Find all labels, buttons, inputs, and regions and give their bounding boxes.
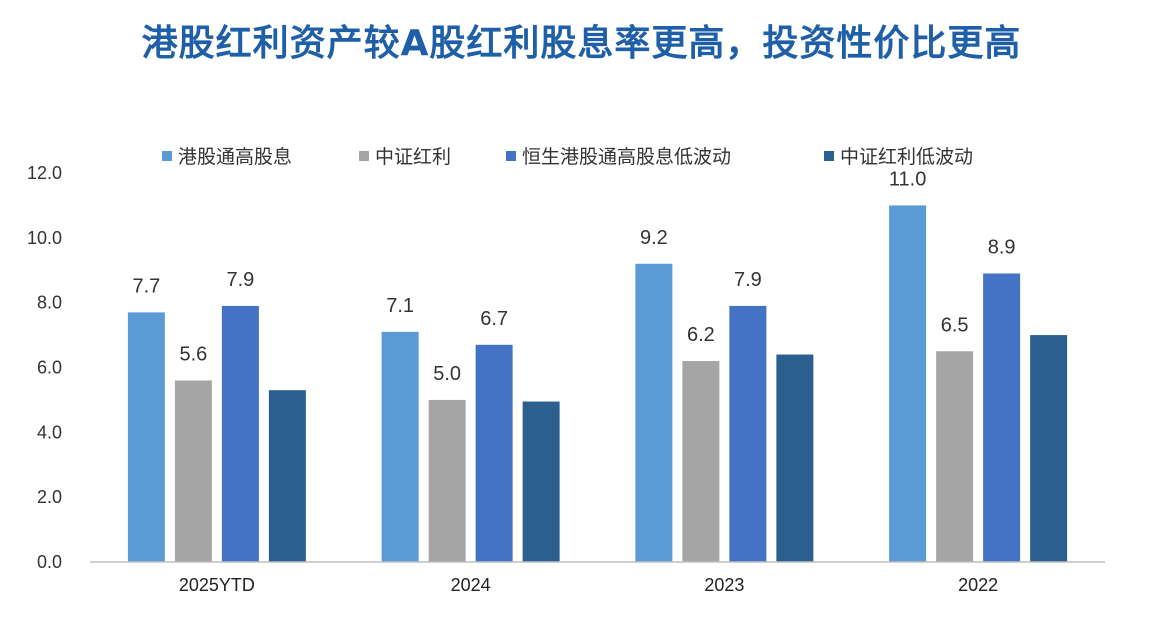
legend: 港股通高股息 中证红利 恒生港股通高股息低波动 中证红利低波动 bbox=[162, 146, 973, 168]
y-axis: 0.0 2.0 4.0 6.0 8.0 10.0 12.0 bbox=[27, 163, 62, 572]
legend-label: 恒生港股通高股息低波动 bbox=[522, 146, 731, 168]
bar bbox=[221, 305, 259, 562]
bar bbox=[127, 312, 165, 562]
data-label: 7.1 bbox=[386, 295, 414, 317]
y-tick-label: 4.0 bbox=[37, 422, 62, 442]
bar bbox=[776, 354, 814, 562]
y-tick-label: 6.0 bbox=[37, 358, 62, 378]
legend-swatch bbox=[162, 151, 172, 161]
bar bbox=[729, 305, 767, 562]
data-label: 7.9 bbox=[734, 269, 762, 291]
bar bbox=[889, 205, 927, 562]
data-label: 11.0 bbox=[889, 168, 926, 190]
data-label: 6.7 bbox=[480, 308, 508, 330]
chart-title: 港股红利资产较A股红利股息率更高，投资性价比更高 bbox=[141, 23, 1022, 64]
legend-swatch bbox=[506, 151, 516, 161]
x-axis: 2025YTD 2024 2023 2022 bbox=[90, 561, 1105, 595]
bar bbox=[381, 331, 419, 562]
bar bbox=[428, 399, 466, 562]
x-tick-label: 2022 bbox=[958, 575, 998, 595]
x-tick-label: 2025YTD bbox=[179, 575, 255, 595]
y-tick-label: 8.0 bbox=[37, 293, 62, 313]
bars: 7.7 5.6 7.9 7.1 5.0 6.7 9.2 6.2 7.9 11.0 6.5 8.9 bbox=[127, 168, 1068, 562]
legend-swatch bbox=[824, 151, 834, 161]
legend-label: 中证红利 bbox=[375, 146, 451, 168]
y-tick-label: 10.0 bbox=[27, 228, 62, 248]
bar bbox=[983, 273, 1021, 562]
y-tick-label: 0.0 bbox=[37, 552, 62, 572]
bar bbox=[174, 380, 212, 562]
data-label: 6.5 bbox=[941, 314, 969, 336]
bar bbox=[268, 390, 306, 562]
data-label: 6.2 bbox=[687, 324, 715, 346]
bar bbox=[635, 263, 673, 562]
data-label: 5.0 bbox=[433, 363, 461, 385]
legend-label: 中证红利低波动 bbox=[840, 146, 973, 168]
bar bbox=[1030, 335, 1068, 562]
x-tick-label: 2024 bbox=[451, 575, 491, 595]
bar bbox=[475, 344, 513, 562]
data-label: 9.2 bbox=[640, 227, 668, 249]
y-tick-label: 12.0 bbox=[27, 163, 62, 183]
x-tick-label: 2023 bbox=[704, 575, 744, 595]
data-label: 7.7 bbox=[132, 275, 160, 297]
data-label: 7.9 bbox=[226, 269, 254, 291]
data-label: 8.9 bbox=[988, 236, 1016, 258]
y-tick-label: 2.0 bbox=[37, 487, 62, 507]
bar bbox=[682, 361, 720, 562]
legend-label: 港股通高股息 bbox=[178, 146, 292, 168]
bar bbox=[522, 401, 560, 562]
data-label: 5.6 bbox=[179, 343, 207, 365]
legend-swatch bbox=[359, 151, 369, 161]
bar bbox=[936, 351, 974, 562]
